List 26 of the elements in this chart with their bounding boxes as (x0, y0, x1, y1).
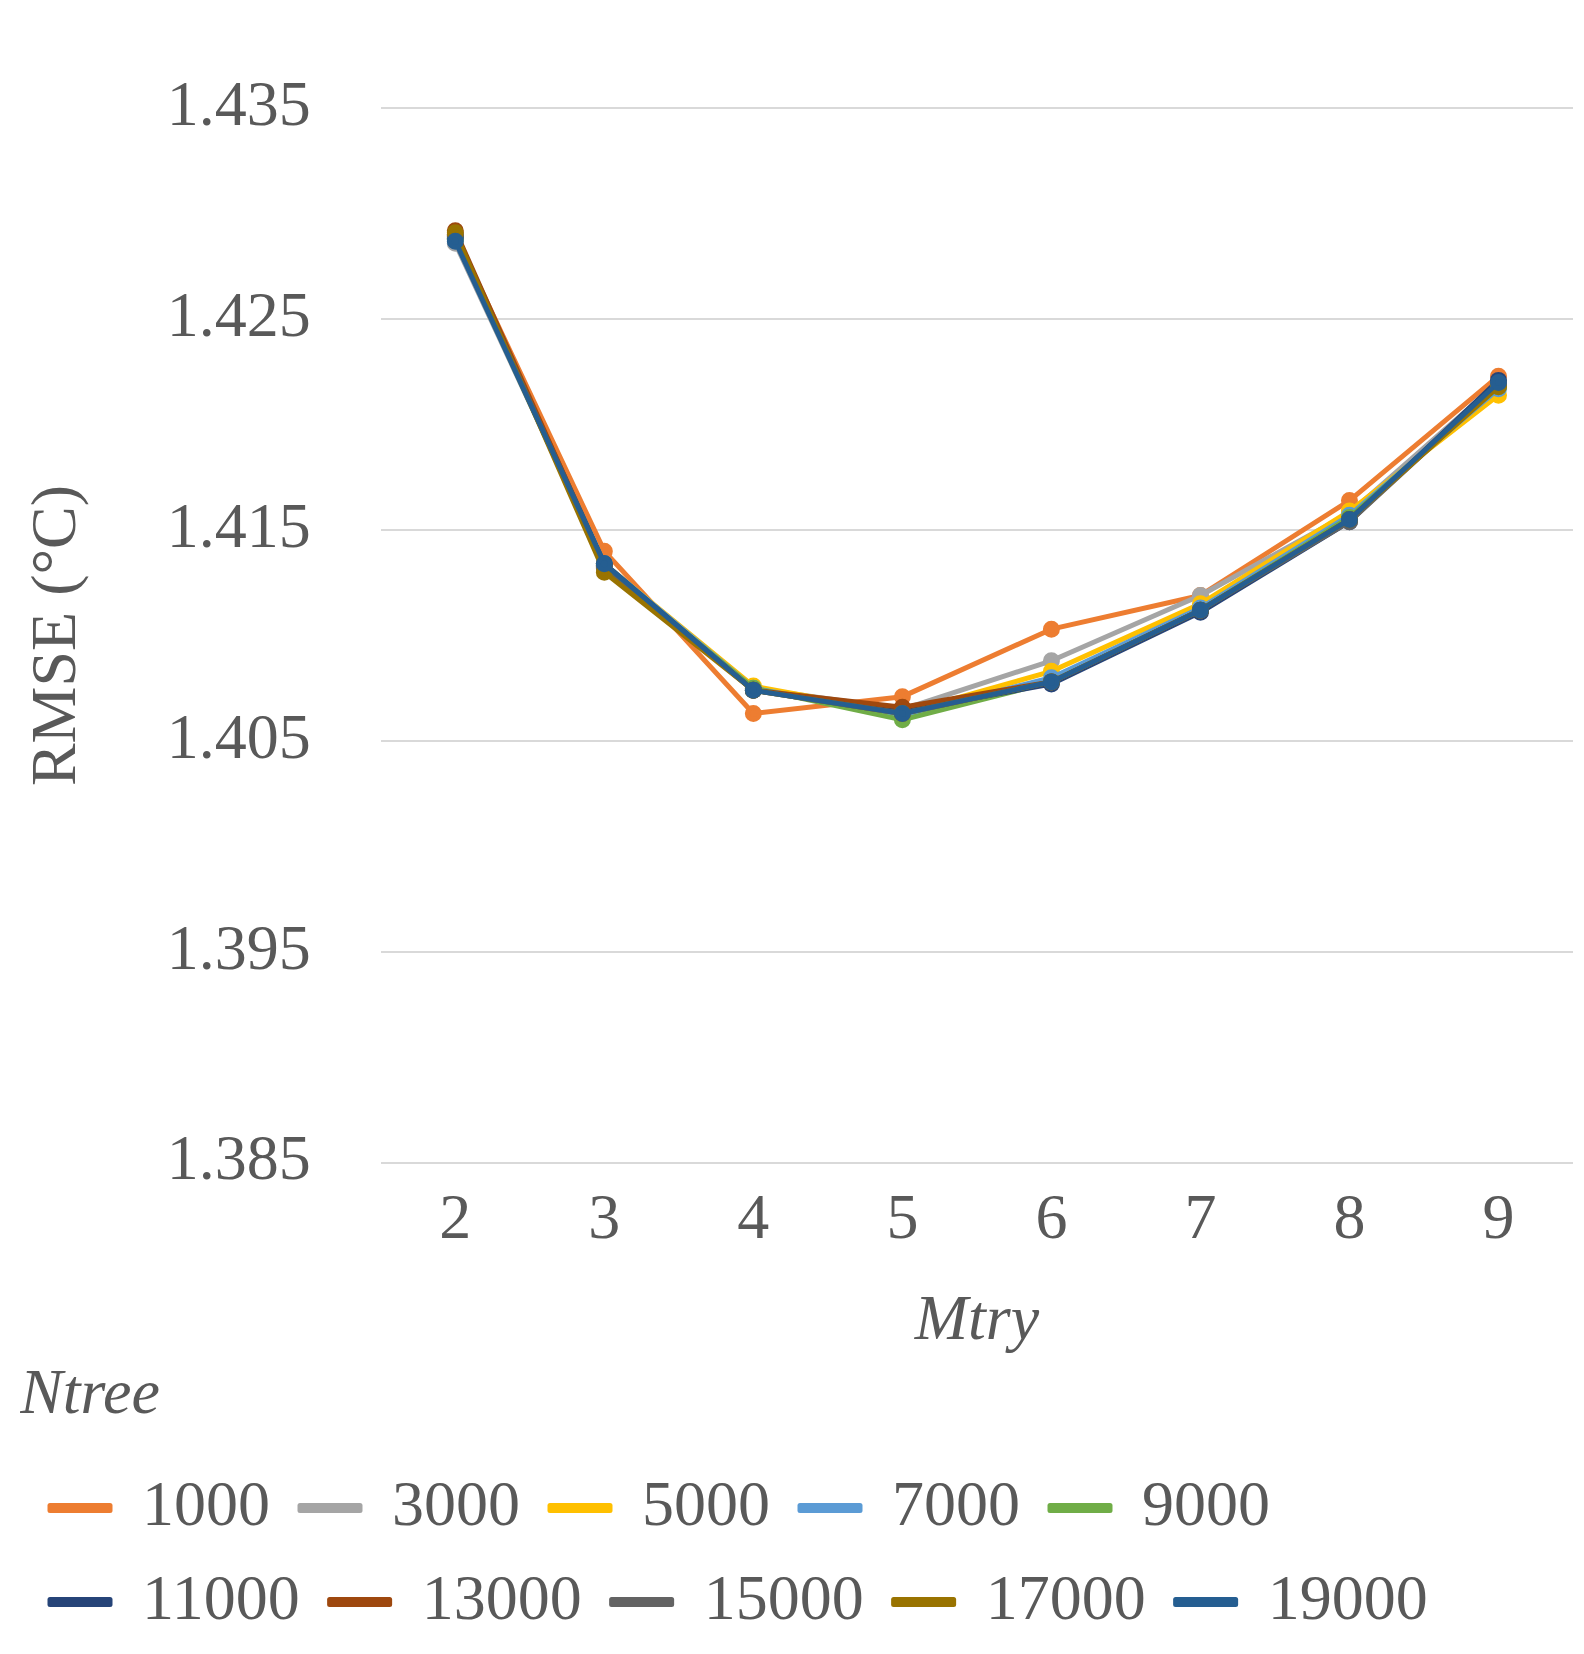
y-tick-label: 1.395 (166, 911, 311, 983)
legend-label: 19000 (1267, 1561, 1428, 1633)
x-tick-label: 3 (588, 1180, 621, 1252)
legend-label: 1000 (142, 1467, 270, 1539)
y-tick-label: 1.415 (166, 489, 311, 561)
y-tick-label: 1.425 (166, 279, 311, 351)
y-axis-title: RMSE (°C) (18, 484, 90, 787)
x-tick-label: 9 (1482, 1180, 1515, 1252)
y-tick-label: 1.405 (166, 700, 311, 772)
x-axis-title: Mtry (913, 1281, 1040, 1353)
y-tick-label: 1.385 (166, 1122, 311, 1194)
legend-label: 9000 (1142, 1467, 1270, 1539)
legend-label: 13000 (421, 1561, 582, 1633)
x-tick-label: 2 (439, 1180, 472, 1252)
x-tick-label: 6 (1035, 1180, 1068, 1252)
legend-label: 7000 (892, 1467, 1020, 1539)
legend-label: 17000 (985, 1561, 1146, 1633)
legend-label: 15000 (703, 1561, 864, 1633)
legend-label: 11000 (142, 1561, 300, 1633)
x-tick-label: 7 (1184, 1180, 1217, 1252)
x-tick-label: 8 (1333, 1180, 1366, 1252)
legend-label: 3000 (392, 1467, 520, 1539)
x-tick-label: 5 (886, 1180, 919, 1252)
legend-label: 5000 (642, 1467, 770, 1539)
y-tick-label: 1.435 (166, 68, 311, 140)
x-tick-label: 4 (737, 1180, 770, 1252)
